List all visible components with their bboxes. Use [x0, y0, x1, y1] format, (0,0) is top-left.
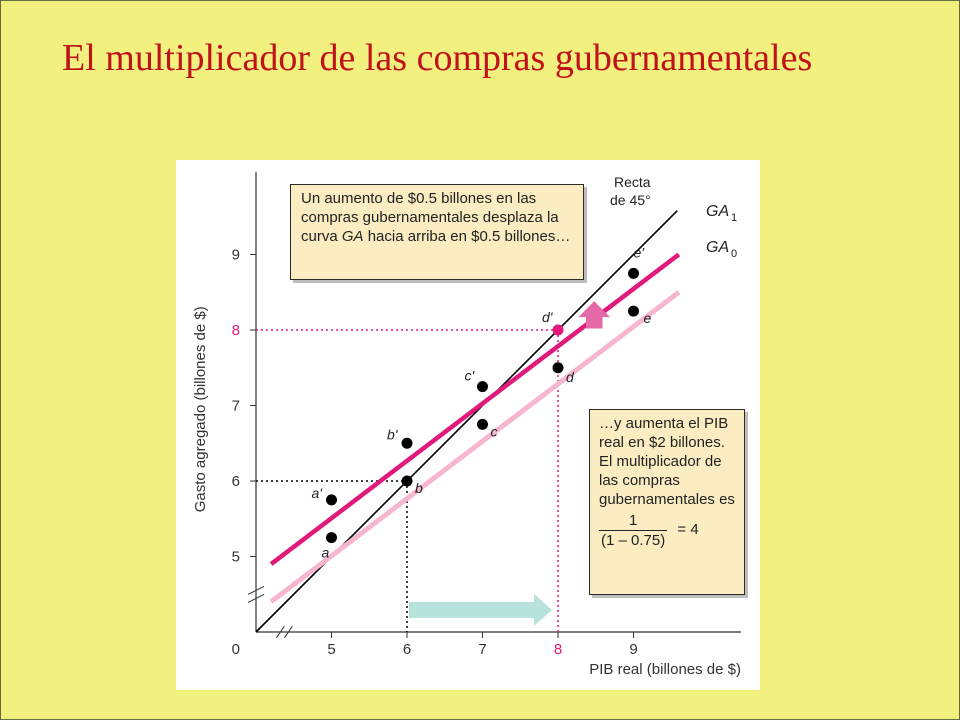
y-axis-title: Gasto agregado (billones de $): [192, 306, 209, 512]
point-label: e: [644, 310, 652, 326]
x-axis-break-mark: [276, 625, 293, 639]
x-tick-label: 6: [403, 641, 411, 658]
point-c-prime: [477, 381, 488, 393]
callout-multiplier-text: …y aumenta el PIB real en $2 billones. E…: [599, 415, 735, 508]
slide-title: El multiplicador de las compras gubernam…: [62, 37, 813, 79]
x-tick-label: 8: [554, 641, 562, 658]
series-label-subscript: 0: [731, 248, 737, 260]
shift-up-arrow: [578, 301, 611, 329]
series-line-ga1: [269, 252, 681, 566]
point-a-prime: [326, 494, 337, 506]
x-tick-label: 9: [629, 641, 637, 658]
point-label: d: [566, 369, 575, 385]
formula-result: = 4: [677, 521, 699, 538]
callout-multiplier: …y aumenta el PIB real en $2 billones. E…: [589, 409, 745, 595]
callout-ga-shift-text: Un aumento de $0.5 billones en las compr…: [301, 189, 573, 246]
point-e: [628, 305, 639, 317]
point-label: b': [387, 426, 399, 442]
callout-ga-shift: Un aumento de $0.5 billones en las compr…: [290, 184, 584, 280]
y-tick-label: 6: [232, 473, 240, 490]
y-tick-label: 8: [232, 322, 240, 339]
formula-denominator: (1 – 0.75): [599, 530, 668, 549]
point-label: a': [312, 485, 324, 501]
point-label: c: [491, 423, 498, 439]
y-tick-label: 9: [232, 247, 240, 264]
point-label: c': [465, 368, 476, 384]
series-label-ga0: GA: [706, 239, 729, 256]
y-tick-label: 5: [232, 549, 240, 566]
formula-fraction: 1 (1 – 0.75): [599, 511, 668, 550]
x-tick-label: 5: [327, 641, 335, 658]
formula-numerator: 1: [628, 512, 638, 529]
point-a: [326, 532, 337, 544]
point-label: e': [634, 244, 646, 260]
point-label: a: [322, 545, 330, 561]
chart-svg: 5 6 7 8 9 5 6 7 8 9 0 PIB real (billones de $) Gasto…: [192, 172, 741, 678]
point-label: d': [542, 309, 554, 325]
origin-label: 0: [232, 641, 240, 658]
x-axis-title: PIB real (billones de $): [589, 661, 741, 678]
point-b-prime: [401, 437, 413, 449]
line-45-label-1: Recta: [614, 174, 651, 190]
series-line-ga0: [269, 290, 681, 604]
point-b: [401, 475, 413, 487]
line-45-label-2: de 45°: [610, 192, 651, 208]
point-d-prime: [552, 324, 564, 336]
series-label-ga1: GA: [706, 203, 729, 220]
y-axis-break-mark: [247, 586, 265, 603]
point-label: b: [415, 480, 423, 496]
chart-panel: 5 6 7 8 9 5 6 7 8 9 0 PIB real (billones de $) Gasto…: [176, 160, 760, 690]
multiplier-formula: 1 (1 – 0.75) = 4: [599, 509, 735, 550]
point-c: [477, 418, 488, 430]
x-tick-label: 7: [478, 641, 486, 658]
callout-ga-shift-after: hacia arriba en $0.5 billones…: [363, 228, 571, 245]
point-e-prime: [628, 267, 639, 279]
series-label-subscript: 1: [731, 212, 737, 224]
y-tick-label: 7: [232, 398, 240, 415]
point-d: [552, 362, 564, 374]
callout-ga-shift-before: Un aumento de $0.5 billones en las compr…: [301, 190, 559, 245]
shift-right-arrow: [409, 594, 552, 626]
callout-ga-shift-italic: GA: [341, 228, 364, 245]
